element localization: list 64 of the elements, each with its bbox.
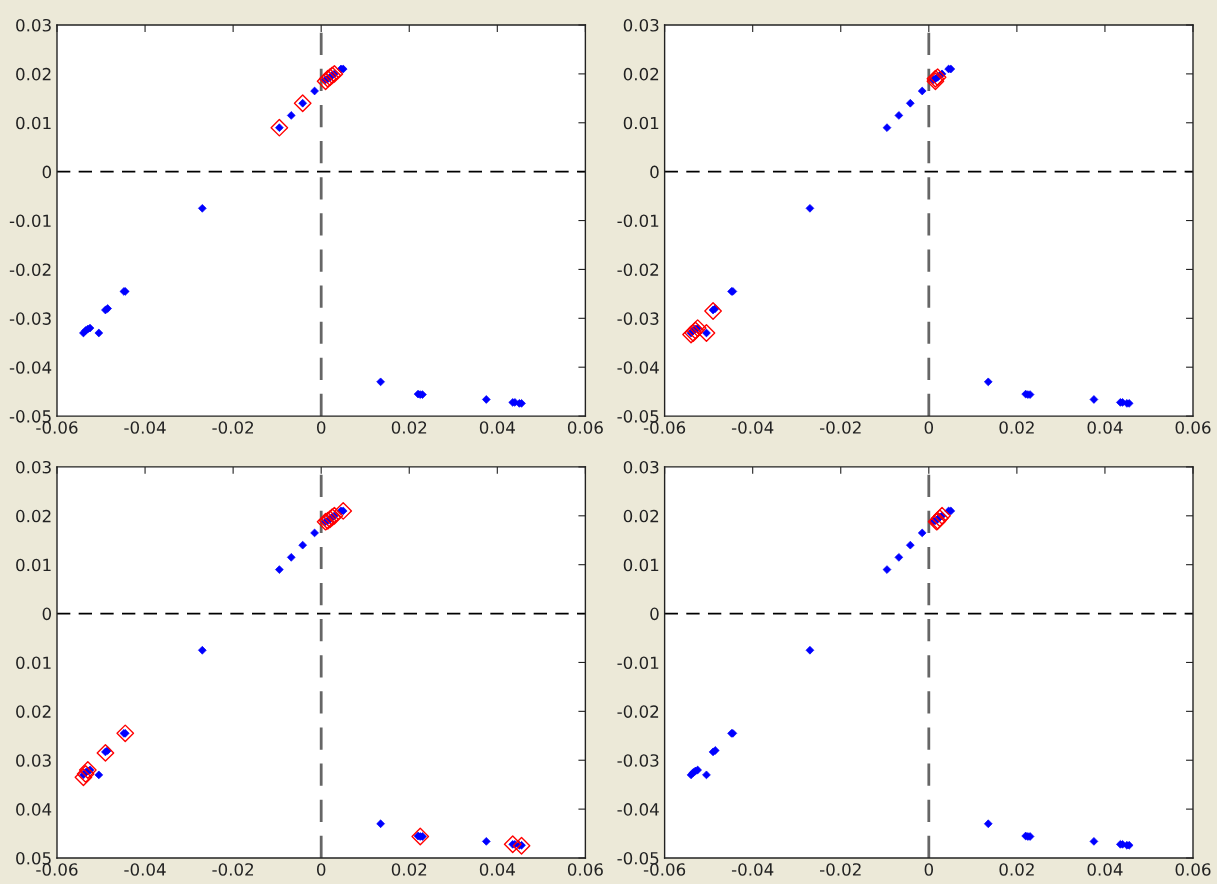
x-tick-label: 0 xyxy=(316,863,326,876)
x-tick-label: 0 xyxy=(924,863,934,876)
x-tick-label: 0.04 xyxy=(1087,421,1123,434)
x-tick-label: -0.04 xyxy=(731,863,774,876)
y-tick-label: -0.05 xyxy=(9,410,51,423)
y-tick-label: -0.01 xyxy=(617,656,659,670)
y-tick-label: -0.03 xyxy=(617,312,659,325)
y-tick-label: -0.02 xyxy=(617,705,659,718)
y-tick-label: 0.03 xyxy=(16,460,51,474)
x-tick-label: 0.04 xyxy=(479,421,515,434)
y-tick-label: 0.01 xyxy=(16,558,51,572)
x-tick-label: 0.02 xyxy=(999,863,1034,876)
x-tick-label: 0.04 xyxy=(479,863,515,876)
y-tick-label: 0.01 xyxy=(16,656,51,670)
x-tick-label: -0.04 xyxy=(731,421,774,434)
x-tick-label: 0.06 xyxy=(567,421,603,434)
x-tick-label: 0.02 xyxy=(391,863,427,876)
y-tick-label: -0.05 xyxy=(617,410,659,423)
y-tick-label: -0.01 xyxy=(9,214,51,228)
y-tick-label: 0.04 xyxy=(16,803,52,816)
y-tick-label: 0.03 xyxy=(623,460,659,474)
y-tick-label: 0 xyxy=(650,165,659,179)
y-tick-label: -0.04 xyxy=(617,803,659,816)
y-tick-label: 0 xyxy=(42,607,52,621)
x-tick-label: 0.06 xyxy=(567,863,603,876)
y-tick-label: 0.02 xyxy=(623,67,659,81)
x-tick-label: -0.06 xyxy=(643,863,686,876)
y-tick-label: -0.04 xyxy=(617,361,659,374)
x-tick-label: 0 xyxy=(316,421,326,434)
x-tick-label: -0.02 xyxy=(212,863,254,876)
y-tick-label: 0 xyxy=(650,607,659,621)
y-tick-label: -0.05 xyxy=(617,851,659,865)
y-tick-label: -0.02 xyxy=(9,263,51,276)
x-tick-label: 0.02 xyxy=(999,421,1034,434)
y-tick-label: 0.03 xyxy=(16,18,51,32)
y-tick-label: 0.01 xyxy=(16,116,51,130)
y-tick-label: 0.03 xyxy=(16,754,51,767)
y-tick-label: 0.02 xyxy=(16,705,51,718)
x-tick-label: -0.02 xyxy=(820,863,861,876)
y-tick-label: 0 xyxy=(42,165,52,179)
x-tick-label: -0.02 xyxy=(212,421,254,434)
x-tick-label: -0.06 xyxy=(36,863,78,876)
y-tick-label: -0.01 xyxy=(617,214,659,228)
x-tick-label: 0.02 xyxy=(391,421,427,434)
x-tick-label: -0.04 xyxy=(124,421,166,434)
x-tick-label: 0.06 xyxy=(1175,421,1211,434)
x-tick-label: 0.06 xyxy=(1175,863,1211,876)
y-tick-label: -0.02 xyxy=(617,263,659,276)
y-tick-label: 0.02 xyxy=(16,67,51,81)
x-tick-label: -0.06 xyxy=(36,421,78,434)
y-tick-label: -0.04 xyxy=(9,361,52,374)
x-tick-label: -0.02 xyxy=(820,421,861,434)
x-tick-label: 0.04 xyxy=(1087,863,1123,876)
y-tick-label: -0.03 xyxy=(9,312,51,325)
x-tick-label: -0.04 xyxy=(124,863,166,876)
y-tick-label: 0.02 xyxy=(16,509,51,523)
y-tick-label: 0.01 xyxy=(623,558,659,572)
x-tick-label: 0 xyxy=(924,421,934,434)
x-tick-label: -0.06 xyxy=(643,421,686,434)
y-tick-label: 0.03 xyxy=(623,18,659,32)
y-tick-label: 0.02 xyxy=(623,509,659,523)
y-tick-label: -0.03 xyxy=(617,754,659,767)
y-tick-label: 0.05 xyxy=(16,851,51,865)
y-tick-label: 0.01 xyxy=(623,116,659,130)
